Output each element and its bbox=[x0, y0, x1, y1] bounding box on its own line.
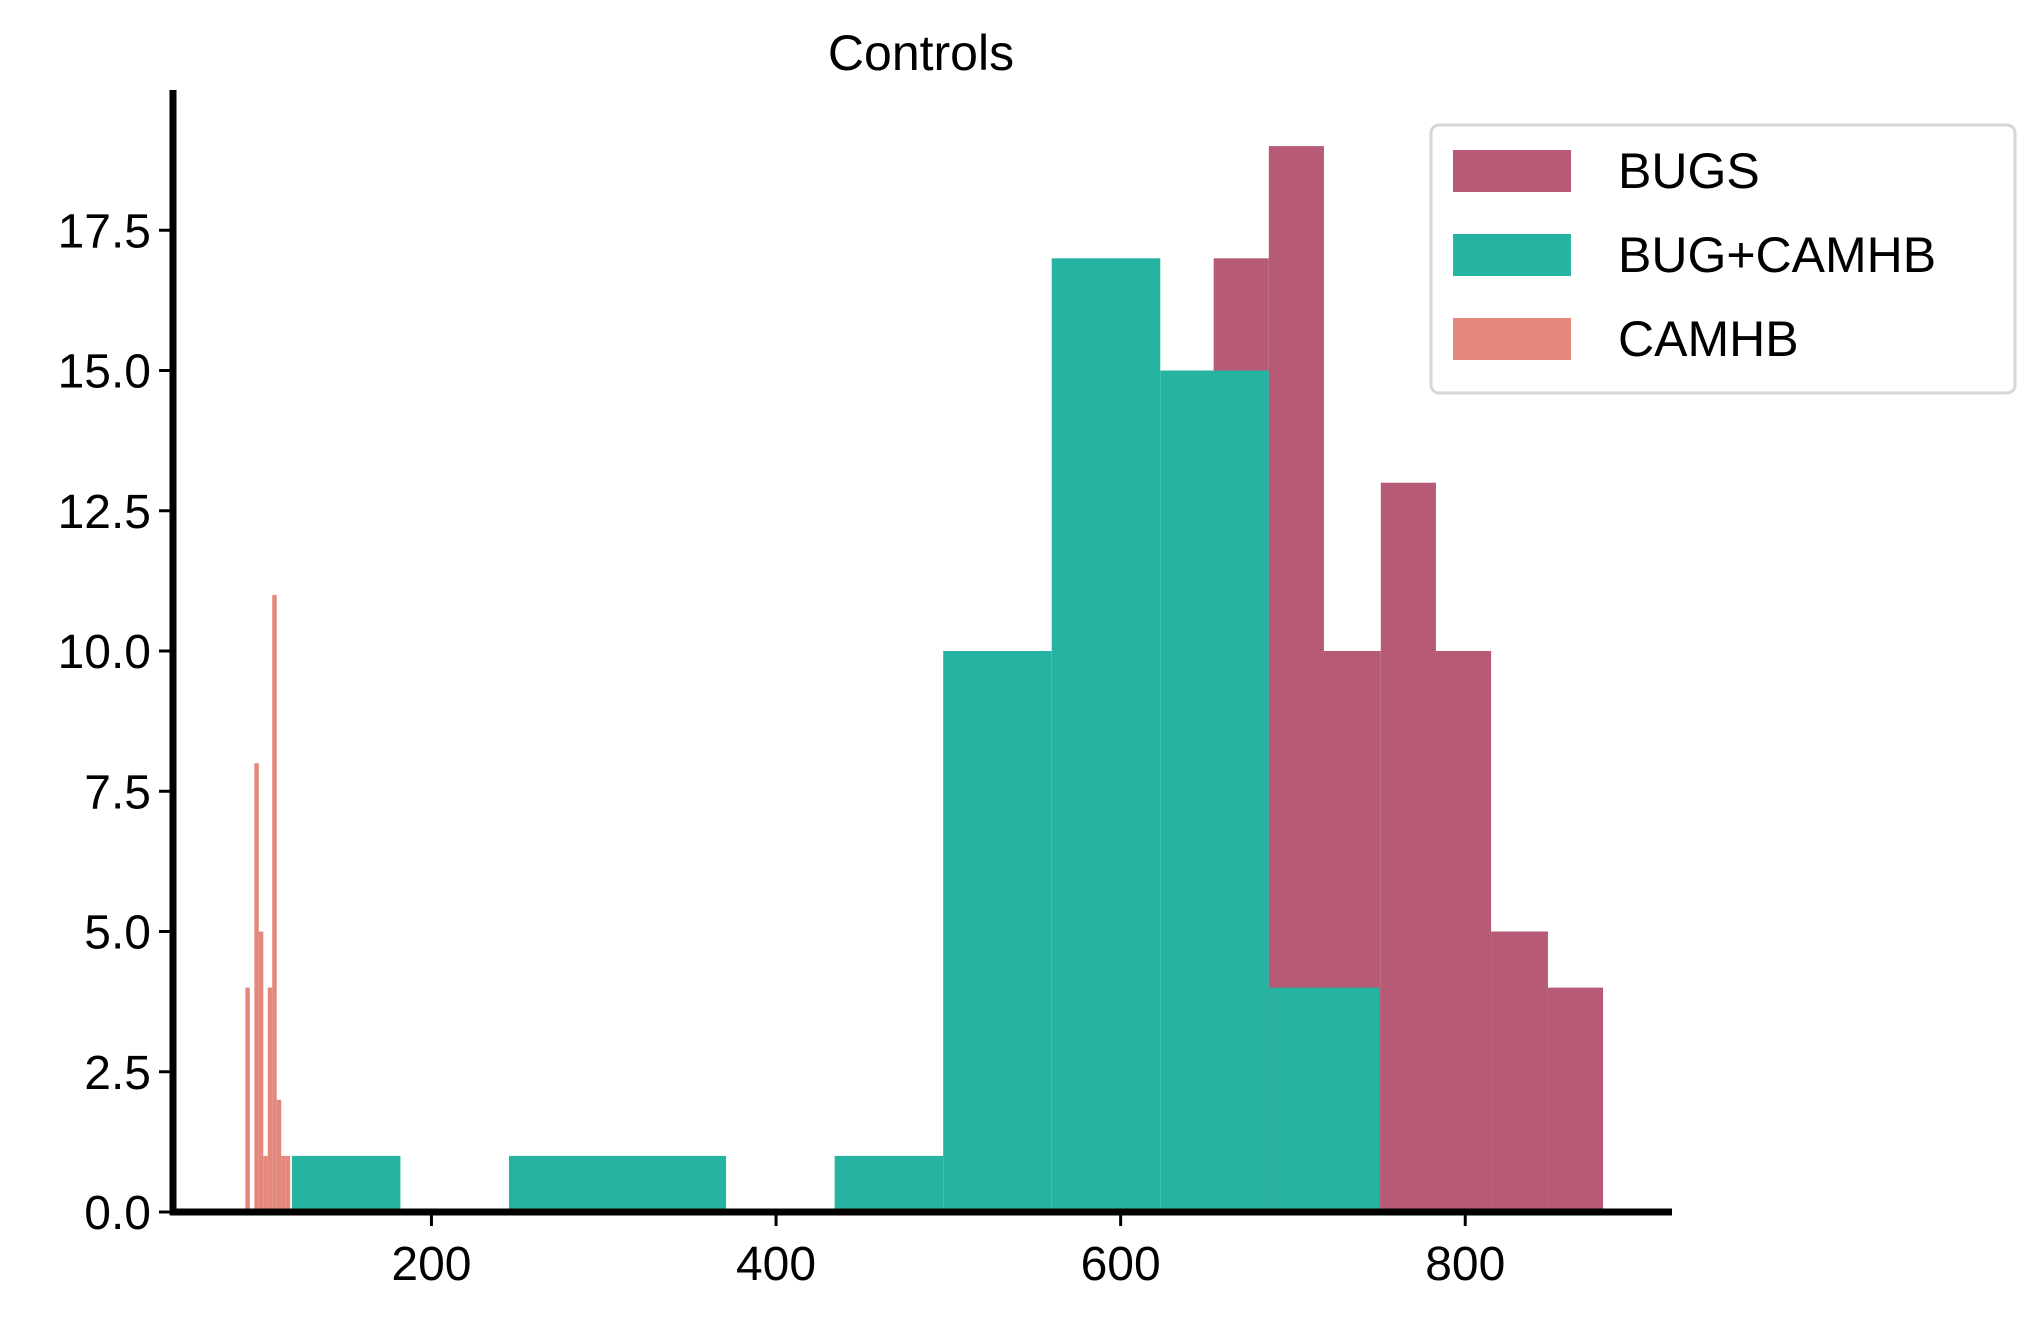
bar-bug-camhb-8 bbox=[1160, 370, 1269, 1212]
bar-bug-camhb-0 bbox=[291, 1155, 401, 1212]
y-tick-label: 0.0 bbox=[84, 1187, 151, 1240]
y-tick-label: 2.5 bbox=[84, 1047, 151, 1100]
x-tick-label: 800 bbox=[1425, 1238, 1505, 1291]
bar-bug-camhb-6 bbox=[943, 651, 1052, 1212]
y-tick-label: 5.0 bbox=[84, 907, 151, 960]
legend-label: BUGS bbox=[1618, 143, 1760, 199]
bar-bug-camhb-5 bbox=[834, 1155, 944, 1212]
bar-camhb-8 bbox=[281, 1155, 286, 1212]
bar-bugs-5 bbox=[1491, 931, 1548, 1212]
chart-title: Controls bbox=[828, 25, 1014, 81]
legend-swatch bbox=[1453, 234, 1571, 276]
legend-swatch bbox=[1453, 150, 1571, 192]
bar-camhb-0 bbox=[245, 987, 250, 1212]
bar-bug-camhb-3 bbox=[617, 1155, 727, 1212]
bar-camhb-2 bbox=[254, 763, 259, 1212]
bar-bugs-6 bbox=[1547, 987, 1604, 1212]
axes-layer: 0.0 2.5 5.0 7.5 10.0 12.5 15.0 17.5 200 400 600 800 bbox=[58, 90, 1672, 1291]
bars-layer bbox=[245, 146, 1604, 1213]
bar-camhb-5 bbox=[267, 987, 273, 1212]
bar-camhb-4 bbox=[263, 1155, 268, 1212]
bar-camhb-6 bbox=[272, 594, 277, 1212]
bar-bugs-4 bbox=[1435, 651, 1492, 1212]
legend-label: BUG+CAMHB bbox=[1618, 227, 1936, 283]
bar-bugs-3 bbox=[1380, 482, 1436, 1212]
bar-camhb-3 bbox=[258, 931, 264, 1212]
bar-camhb-7 bbox=[276, 1099, 282, 1212]
bar-bug-camhb-7 bbox=[1051, 258, 1161, 1212]
legend-label: CAMHB bbox=[1618, 311, 1799, 367]
bar-bug-camhb-9 bbox=[1268, 987, 1380, 1212]
y-tick-label: 17.5 bbox=[58, 205, 151, 258]
x-tick-label: 600 bbox=[1081, 1238, 1161, 1291]
y-tick-label: 12.5 bbox=[58, 486, 151, 539]
x-tick-label: 200 bbox=[391, 1238, 471, 1291]
legend: BUGS BUG+CAMHB CAMHB bbox=[1429, 123, 2017, 395]
y-tick-label: 15.0 bbox=[58, 346, 151, 399]
legend-swatch bbox=[1453, 318, 1571, 360]
bar-camhb-9 bbox=[285, 1155, 291, 1212]
y-tick-label: 7.5 bbox=[84, 766, 151, 819]
bar-bug-camhb-2 bbox=[508, 1155, 618, 1212]
x-tick-label: 400 bbox=[736, 1238, 816, 1291]
legend-frame bbox=[1429, 123, 2017, 395]
y-tick-label: 10.0 bbox=[58, 626, 151, 679]
